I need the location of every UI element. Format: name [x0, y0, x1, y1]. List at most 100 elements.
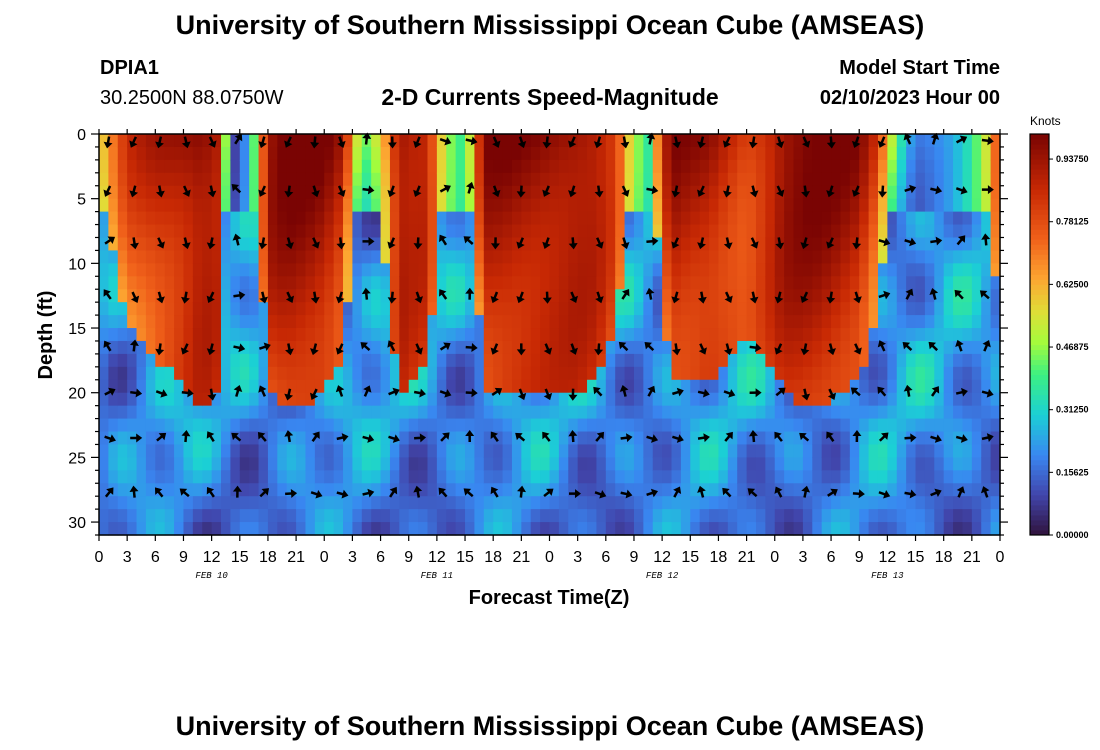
heatmap-cell [765, 159, 776, 174]
heatmap-cell [906, 328, 917, 342]
heatmap-cell [934, 405, 945, 420]
current-arrow [568, 489, 581, 499]
heatmap-cell [239, 522, 250, 536]
heatmap-cell [727, 198, 738, 213]
heatmap-cell [990, 353, 1001, 368]
heatmap-cell [267, 509, 278, 523]
heatmap-cell [239, 353, 250, 368]
heatmap-cell [896, 405, 907, 420]
heatmap-cell [633, 250, 644, 264]
heatmap-cell [136, 276, 147, 290]
heatmap-cell [446, 224, 457, 239]
heatmap-cell [136, 185, 147, 200]
heatmap-cell [859, 134, 870, 148]
heatmap-cell [530, 315, 541, 329]
x-tick-label: 9 [404, 549, 413, 566]
heatmap-cell [427, 483, 438, 497]
heatmap-cell [774, 315, 785, 329]
heatmap-cell [333, 198, 344, 213]
heatmap-cell [249, 263, 260, 277]
heatmap-cell [249, 198, 260, 213]
heatmap-cell [615, 444, 626, 458]
heatmap-cell [436, 522, 447, 536]
heatmap-cell [521, 470, 532, 484]
heatmap-cell [605, 340, 616, 355]
heatmap-cell [915, 211, 926, 226]
heatmap-cell [643, 353, 654, 368]
heatmap-cell [380, 483, 391, 497]
heatmap-cell [530, 470, 541, 484]
heatmap-cell [953, 340, 964, 355]
heatmap-cell [267, 224, 278, 239]
heatmap-cell [521, 315, 532, 329]
heatmap-cell [502, 134, 513, 148]
heatmap-cell [427, 418, 438, 433]
heatmap-cell [239, 146, 250, 161]
heatmap-cell [277, 198, 288, 213]
heatmap-cell [981, 146, 992, 161]
colorbar-band [1030, 479, 1049, 486]
heatmap-cell [971, 224, 982, 239]
heatmap-cell [859, 444, 870, 458]
heatmap-cell [314, 353, 325, 368]
heatmap-cell [446, 198, 457, 213]
heatmap-cell [502, 366, 513, 381]
heatmap-cell [755, 315, 766, 329]
current-arrow [646, 434, 659, 443]
heatmap-cell [136, 250, 147, 264]
heatmap-cell [906, 315, 917, 329]
heatmap-cell [258, 392, 269, 407]
heatmap-cell [831, 366, 842, 381]
heatmap-cell [746, 457, 757, 471]
colorbar-tick-label: 0.31250 [1056, 405, 1089, 415]
heatmap-cell [192, 185, 203, 200]
current-arrow [697, 388, 710, 398]
heatmap-cell [981, 405, 992, 420]
heatmap-cell [99, 237, 109, 252]
heatmap-cell [192, 224, 203, 239]
heatmap-cell [934, 159, 945, 174]
current-arrow [697, 136, 706, 149]
heatmap-cell [558, 418, 569, 433]
heatmap-cell [511, 263, 522, 277]
heatmap-cell [981, 263, 992, 277]
heatmap-cell [549, 134, 560, 148]
heatmap-cell [680, 353, 691, 368]
heatmap-cell [108, 237, 119, 252]
heatmap-cell [896, 224, 907, 239]
heatmap-cell [624, 211, 635, 226]
heatmap-cell [258, 353, 269, 368]
colorbar-band [1030, 434, 1049, 441]
heatmap-cell [164, 457, 175, 471]
heatmap-cell [896, 522, 907, 536]
heatmap-cell [934, 457, 945, 471]
heatmap-cell [446, 457, 457, 471]
heatmap-cell [136, 470, 147, 484]
heatmap-cell [380, 418, 391, 433]
heatmap-cell [755, 483, 766, 497]
heatmap-cell [746, 353, 757, 368]
heatmap-cell [117, 289, 128, 303]
heatmap-cell [793, 379, 804, 394]
heatmap-cell [558, 263, 569, 277]
heatmap-cell [577, 185, 588, 200]
heatmap-cell [286, 340, 297, 355]
heatmap-cell [249, 315, 260, 329]
heatmap-cell [286, 366, 297, 381]
heatmap-cell [953, 509, 964, 523]
heatmap-cell [305, 211, 316, 226]
current-arrow [646, 132, 656, 145]
heatmap-cell [324, 198, 335, 213]
heatmap-cell [558, 353, 569, 368]
heatmap-cell [784, 146, 795, 161]
heatmap-cell [971, 522, 982, 536]
heatmap-cell [305, 418, 316, 433]
heatmap-cell [812, 134, 823, 148]
heatmap-cell [249, 237, 260, 252]
heatmap-cell [117, 483, 128, 497]
heatmap-cell [840, 302, 851, 316]
heatmap-cell [249, 379, 260, 394]
colorbar-band [1030, 304, 1049, 310]
heatmap-cell [718, 366, 729, 381]
heatmap-cell [953, 315, 964, 329]
